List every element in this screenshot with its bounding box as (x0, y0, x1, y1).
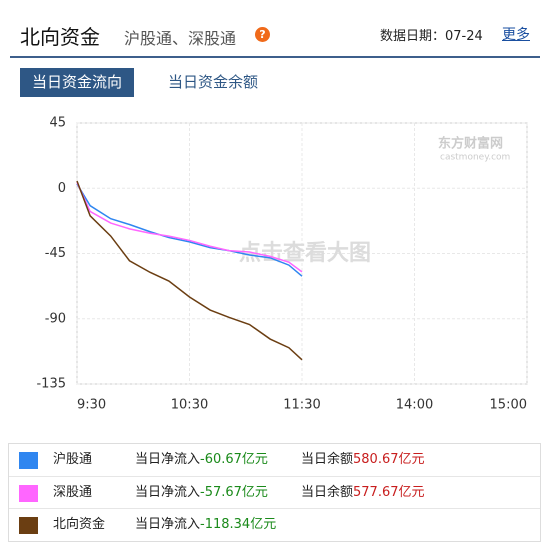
net-flow: 当日净流入-118.34亿元 (135, 509, 276, 541)
watermark: 点击查看大图 (239, 240, 371, 266)
net-flow-value: -57.67亿元 (200, 485, 268, 500)
watermark: castmoney.com (440, 153, 510, 163)
x-tick-label: 9:30 (77, 398, 106, 413)
balance: 当日余额580.67亿元 (301, 444, 425, 476)
balance-label: 当日余额 (301, 485, 354, 500)
y-tick-label: -90 (45, 311, 66, 326)
chart: 45 0 -45 -90 -135 9:30 10:30 11:30 14:00 15:00 东方财… (36, 116, 528, 413)
legend-row: 深股通 当日净流入-57.67亿元 当日余额577.67亿元 (9, 476, 540, 509)
net-flow-value: -118.34亿元 (200, 517, 277, 532)
x-tick-label: 10:30 (171, 398, 208, 413)
x-tick-label: 15:00 (490, 398, 527, 413)
legend-swatch (19, 517, 38, 534)
balance-value: 577.67亿元 (353, 485, 425, 500)
net-flow-label: 当日净流入 (135, 485, 201, 500)
x-tick-label: 14:00 (396, 398, 433, 413)
net-flow: 当日净流入-57.67亿元 (135, 477, 268, 509)
net-flow: 当日净流入-60.67亿元 (135, 444, 268, 476)
series-line (76, 182, 303, 273)
subtitle: 沪股通、深股通 (124, 29, 237, 48)
y-tick-label: -45 (45, 246, 66, 261)
legend-name: 北向资金 (53, 517, 106, 532)
more-link[interactable]: 更多 (502, 27, 530, 43)
help-icon[interactable]: ? (255, 27, 270, 42)
divider (10, 56, 540, 58)
x-tick-label: 11:30 (283, 398, 320, 413)
date: 数据日期：07-24 (380, 29, 483, 44)
legend-name: 深股通 (53, 485, 93, 500)
net-flow-label: 当日净流入 (135, 452, 201, 467)
tab-active[interactable]: 当日资金流向 (20, 68, 134, 97)
legend: 沪股通 当日净流入-60.67亿元 当日余额580.67亿元 深股通 当日净流入-57.… (8, 443, 541, 542)
legend-row: 北向资金 当日净流入-118.34亿元 (9, 508, 540, 541)
y-tick-label: -135 (36, 377, 66, 392)
watermark: 东方财富网 (438, 136, 503, 152)
balance-value: 580.67亿元 (353, 452, 425, 467)
legend-row: 沪股通 当日净流入-60.67亿元 当日余额580.67亿元 (9, 444, 540, 476)
net-flow-value: -60.67亿元 (200, 452, 268, 467)
balance: 当日余额577.67亿元 (301, 477, 425, 509)
net-flow-label: 当日净流入 (135, 517, 201, 532)
balance-label: 当日余额 (301, 452, 354, 467)
legend-swatch (19, 452, 38, 469)
legend-name: 沪股通 (53, 452, 93, 467)
y-tick-label: 0 (58, 181, 66, 196)
tab[interactable]: 当日资金余额 (168, 73, 259, 91)
y-tick-label: 45 (49, 116, 66, 131)
title: 北向资金 (20, 25, 100, 49)
series-line (76, 183, 303, 277)
series-line (76, 180, 303, 361)
legend-swatch (19, 485, 38, 502)
